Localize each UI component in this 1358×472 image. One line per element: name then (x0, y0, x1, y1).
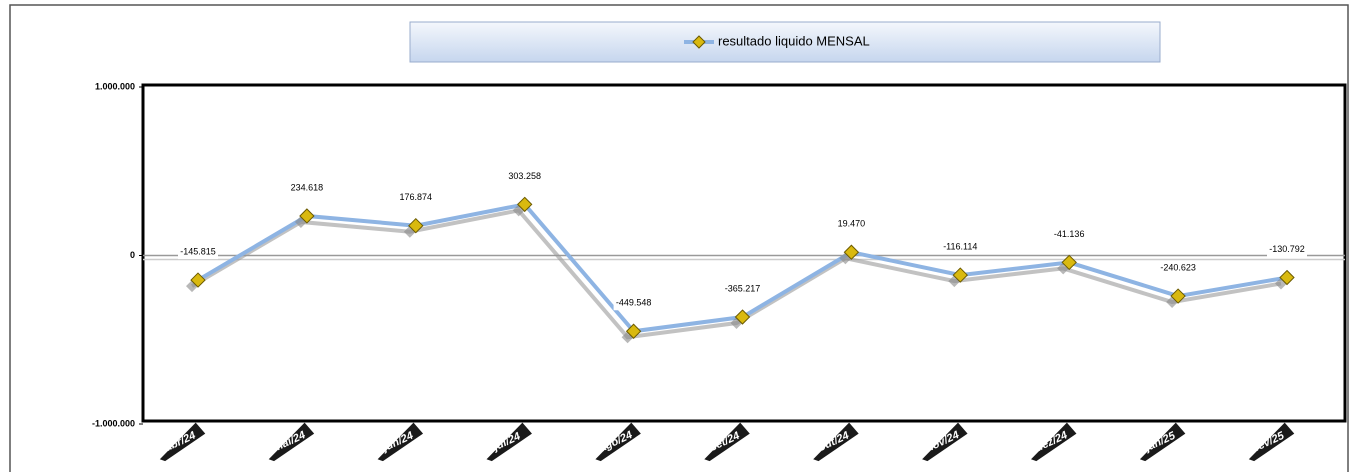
value-label-bg (722, 282, 763, 297)
value-label: -116.114 (943, 241, 977, 251)
value-label-bg (178, 245, 218, 260)
value-label: -145.815 (180, 246, 216, 256)
marker (190, 272, 206, 288)
value-label: -449.548 (616, 298, 652, 308)
value-label-bg (613, 296, 654, 311)
value-label-bg (395, 190, 436, 205)
value-label: -365.217 (725, 283, 761, 293)
x-tick-tag (268, 422, 315, 462)
marker (843, 244, 860, 260)
legend-box (409, 21, 1161, 63)
legend-marker (692, 35, 706, 49)
value-label-bg (1267, 242, 1307, 257)
legend-label: resultado liquido MENSAL (718, 33, 870, 48)
marker (1170, 288, 1186, 304)
value-label-bg (940, 240, 981, 255)
value-label: -41.136 (1054, 229, 1085, 239)
marker (516, 196, 533, 213)
x-tick-tag (813, 422, 859, 462)
marker (734, 309, 751, 325)
legend: resultado liquido MENSAL (684, 33, 870, 49)
value-label: 303.258 (508, 171, 541, 181)
x-tick-tag (377, 422, 424, 462)
value-label-bg (831, 217, 872, 232)
value-label-bg (1158, 261, 1199, 276)
marker (952, 267, 969, 283)
x-tick-tag (159, 422, 206, 462)
value-label: 176.874 (400, 192, 433, 202)
value-label-bg (1049, 227, 1090, 242)
value-label-bg (504, 169, 545, 184)
value-label: -130.792 (1269, 244, 1305, 254)
y-tick-label: 1.000.000 (95, 81, 135, 91)
y-tick-label: 0 (130, 250, 135, 260)
y-tick-label: -1.000.000 (92, 418, 135, 428)
value-label: 19.470 (838, 219, 866, 229)
x-tick-tag (486, 422, 532, 462)
x-tick-tag (922, 422, 968, 462)
marker (1279, 269, 1295, 286)
value-label-bg (286, 180, 327, 195)
x-tick-tag (1248, 422, 1295, 462)
marker (625, 323, 642, 339)
x-tick-tag (595, 422, 641, 462)
x-tick-tag (704, 422, 750, 462)
marker (299, 208, 315, 224)
value-label: 234.618 (291, 182, 324, 192)
x-tick-tag (1031, 422, 1077, 462)
plot-area (141, 83, 1347, 423)
marker (1061, 254, 1077, 271)
marker (408, 217, 424, 234)
x-tick-tag (1139, 422, 1186, 462)
value-label: -240.623 (1160, 262, 1196, 272)
